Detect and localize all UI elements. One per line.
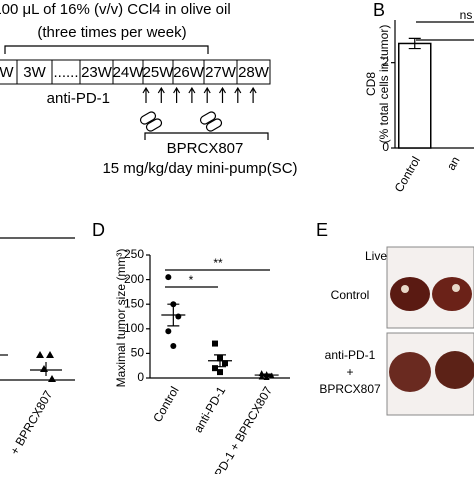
dose: 15 mg/kg/day mini-pump(SC)	[102, 160, 297, 177]
point	[212, 340, 218, 347]
week-label: 27W	[205, 64, 237, 81]
row-label: anti-PD-1	[325, 348, 376, 362]
week-box	[172, 59, 205, 85]
livers	[389, 277, 474, 392]
week-label: W	[0, 64, 14, 81]
y-tick-label: 0	[382, 140, 389, 154]
point	[222, 360, 228, 367]
point	[170, 343, 177, 350]
category-label: + BPRCX807	[7, 388, 55, 457]
point	[165, 274, 172, 281]
arrow	[234, 86, 242, 103]
y-tick-label: 200	[124, 272, 144, 286]
week-box	[203, 59, 238, 85]
arrow	[173, 86, 181, 103]
week-box	[236, 59, 271, 85]
drug: BPRCX807	[167, 140, 244, 157]
point	[263, 374, 270, 381]
week-label: 26W	[173, 64, 205, 81]
week-label: 28W	[238, 64, 270, 81]
row-label: +	[346, 365, 353, 379]
arrow	[142, 86, 150, 103]
x-tick-label: anti-PD-1	[191, 384, 229, 435]
arrow	[188, 86, 196, 103]
error-bar	[167, 303, 180, 327]
x-tick-label: an	[444, 154, 463, 173]
points	[30, 351, 62, 382]
y-axis-label: Maximal tumor size (mm³)	[114, 249, 128, 388]
week-box	[112, 59, 144, 85]
panel-label: D	[92, 220, 105, 240]
error-bar	[260, 373, 273, 377]
x-tick-label: Control	[150, 384, 181, 425]
arrow	[203, 86, 211, 103]
bracket	[4, 45, 209, 54]
y-tick-label: 150	[124, 296, 144, 310]
panel-label: E	[316, 220, 328, 240]
error-bar	[408, 37, 421, 50]
y-tick-label: 100	[124, 321, 144, 335]
treatment: 100 μL of 16% (v/v) CCl4 in olive oil	[0, 1, 231, 18]
y-axis-label: CD8	[364, 72, 378, 96]
x-tick-label: Control	[392, 154, 423, 195]
significance: **	[213, 256, 223, 270]
week-label: 24W	[113, 64, 145, 81]
error-bar	[214, 354, 226, 368]
bracket	[144, 132, 269, 140]
significance: *	[189, 273, 194, 287]
arrow	[218, 86, 227, 103]
y-axis-label: (% total cells in tumor)	[377, 25, 391, 144]
row-label: Control	[331, 288, 370, 302]
week-label: 3W	[23, 64, 46, 81]
week-label: 25W	[143, 64, 175, 81]
panel-label: B	[373, 0, 385, 20]
y-tick-label: 250	[124, 247, 144, 261]
y-tick-label: 2	[382, 55, 389, 69]
point	[175, 313, 182, 320]
arrow	[157, 86, 165, 103]
week-label: ......	[53, 64, 78, 81]
row-label: BPRCX807	[319, 382, 381, 396]
point	[217, 369, 223, 376]
week-box	[142, 59, 174, 85]
antibody: anti-PD-1	[47, 90, 110, 107]
y-tick-label: 0	[137, 370, 144, 384]
arrow	[249, 86, 257, 103]
frequency: (three times per week)	[37, 24, 186, 41]
y-tick-label: 50	[131, 346, 145, 360]
week-label: 23W	[81, 64, 113, 81]
bar	[398, 42, 432, 149]
pill-icons	[139, 111, 223, 132]
point	[165, 328, 172, 335]
point	[212, 365, 218, 372]
significance: ns	[460, 8, 473, 22]
